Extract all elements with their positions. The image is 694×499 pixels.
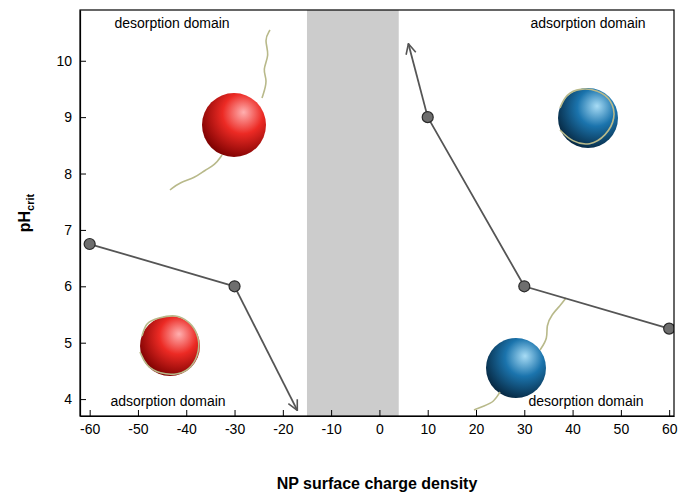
y-tick-mark [80, 343, 86, 344]
trend-arrow [408, 44, 427, 117]
nanoparticle [140, 316, 200, 376]
illustrations [140, 30, 618, 410]
nanoparticle [202, 93, 266, 157]
data-point [229, 281, 240, 292]
x-tick-label: -60 [80, 421, 100, 437]
plot-frame [80, 10, 674, 416]
x-tick: 60 [662, 410, 678, 437]
domain-label: adsorption domain [110, 393, 225, 409]
x-tick-label: 60 [662, 421, 678, 437]
x-tick-mark [186, 410, 187, 416]
y-tick-mark [80, 230, 86, 231]
y-tick: 6 [64, 278, 86, 294]
x-tick: 30 [517, 410, 533, 437]
chart: -60 -50 -40 -30 -20 -10 0 10 20 30 40 50 60 4 5 6 7 8 9 10 N… [0, 0, 694, 499]
nanoparticle [558, 88, 618, 148]
polymer-chain [262, 30, 270, 98]
y-tick-mark [80, 61, 86, 62]
domain-label: desorption domain [528, 393, 643, 409]
x-axis-title: NP surface charge density [277, 475, 478, 492]
y-tick-label: 8 [64, 166, 72, 182]
x-tick: 0 [376, 410, 384, 437]
x-tick: -40 [177, 410, 197, 437]
x-tick-mark [138, 410, 139, 416]
x-tick-mark [669, 410, 670, 416]
y-tick-mark [80, 286, 86, 287]
x-tick-label: -50 [128, 421, 148, 437]
polymer-chain [540, 298, 566, 350]
x-tick: -60 [80, 410, 100, 437]
y-tick-label: 10 [56, 53, 72, 69]
x-tick-label: 0 [376, 421, 384, 437]
domain-label: adsorption domain [530, 15, 645, 31]
y-axis-title-main: pH [16, 211, 33, 232]
x-tick-label: -40 [177, 421, 197, 437]
y-axis-title: pHcrit [16, 193, 36, 232]
data-point [664, 323, 674, 334]
y-tick: 5 [64, 335, 86, 351]
data-point [519, 281, 530, 292]
y-tick-mark [80, 174, 86, 175]
y-axis: 4 5 6 7 8 9 10 [56, 11, 86, 417]
x-tick-mark [90, 410, 91, 416]
y-tick: 9 [64, 109, 86, 125]
x-tick-label: 30 [517, 421, 533, 437]
y-tick-mark [80, 117, 86, 118]
series-line [428, 117, 669, 328]
data-point [84, 239, 95, 250]
y-tick-label: 6 [64, 278, 72, 294]
x-tick: -50 [128, 410, 148, 437]
x-tick-mark [331, 410, 332, 416]
y-tick-label: 9 [64, 109, 72, 125]
polymer-chain [140, 316, 199, 374]
domain-label: desorption domain [114, 15, 229, 31]
x-tick-label: 20 [469, 421, 485, 437]
nanoparticle [486, 338, 546, 398]
trend-arrow [235, 286, 298, 410]
x-axis: -60 -50 -40 -30 -20 -10 0 10 20 30 40 50 60 [80, 410, 678, 437]
x-tick-mark [476, 410, 477, 416]
y-tick: 7 [64, 222, 86, 238]
x-tick: 10 [420, 410, 436, 437]
x-tick: -10 [322, 410, 342, 437]
y-tick: 8 [64, 166, 86, 182]
x-tick-mark [235, 410, 236, 416]
x-tick: -30 [225, 410, 245, 437]
polymer-chain [474, 392, 500, 410]
x-tick-label: 10 [420, 421, 436, 437]
x-tick-label: -20 [273, 421, 293, 437]
data-point [422, 112, 433, 123]
y-tick: 10 [56, 53, 86, 69]
x-tick-label: -10 [322, 421, 342, 437]
y-axis-line [80, 11, 81, 417]
x-tick: 20 [469, 410, 485, 437]
y-tick-label: 4 [64, 391, 72, 407]
plot-area [84, 10, 674, 416]
x-tick-mark [379, 410, 380, 416]
x-tick-mark [524, 410, 525, 416]
y-tick: 4 [64, 391, 86, 407]
shaded-band [307, 10, 399, 416]
x-tick-label: -30 [225, 421, 245, 437]
y-tick-mark [80, 399, 86, 400]
x-tick-mark [621, 410, 622, 416]
x-tick: -20 [273, 410, 293, 437]
x-tick-label: 40 [565, 421, 581, 437]
series-line [90, 244, 235, 286]
x-tick-mark [283, 410, 284, 416]
y-axis-title-subscript: crit [24, 193, 36, 210]
x-tick: 40 [565, 410, 581, 437]
polymer-chain [560, 89, 614, 144]
y-tick-label: 5 [64, 335, 72, 351]
x-tick-mark [428, 410, 429, 416]
x-tick: 50 [614, 410, 630, 437]
x-axis-line [81, 416, 675, 417]
x-tick-mark [573, 410, 574, 416]
polymer-chain [170, 155, 222, 190]
x-tick-label: 50 [614, 421, 630, 437]
y-tick-label: 7 [64, 222, 72, 238]
